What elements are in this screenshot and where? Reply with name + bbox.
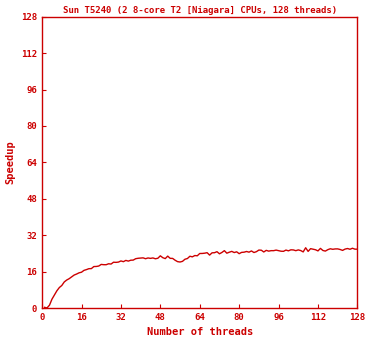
X-axis label: Number of threads: Number of threads (147, 328, 253, 338)
Title: Sun T5240 (2 8-core T2 [Niagara] CPUs, 128 threads): Sun T5240 (2 8-core T2 [Niagara] CPUs, 1… (63, 5, 337, 14)
Y-axis label: Speedup: Speedup (6, 141, 16, 184)
